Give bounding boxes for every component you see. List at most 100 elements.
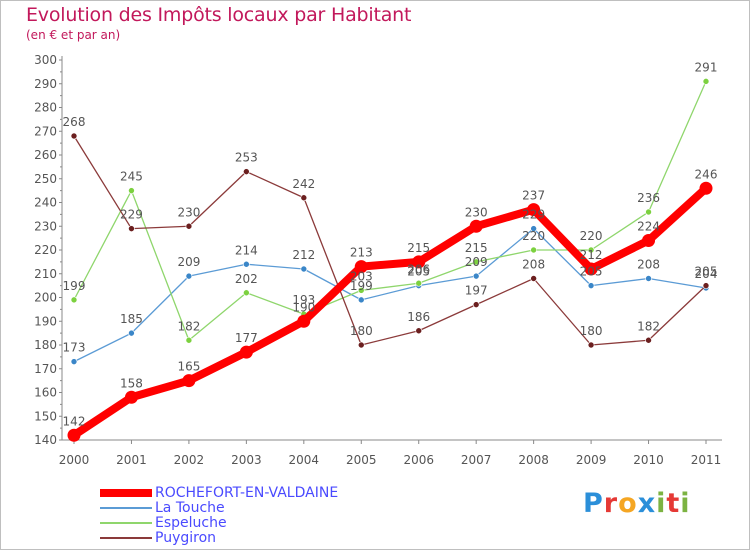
data-label-la-touche: 209 xyxy=(177,255,200,269)
data-label-espeluche: 199 xyxy=(63,279,86,293)
data-point-espeluche xyxy=(472,258,480,266)
data-point-puygiron xyxy=(530,275,537,282)
y-tick-label: 250 xyxy=(34,172,57,186)
y-tick-label: 270 xyxy=(34,124,57,138)
series-line-espeluche xyxy=(73,80,707,341)
logo-letter: i xyxy=(680,488,691,519)
data-label-rochefort-en-valdaine: 246 xyxy=(695,167,718,181)
data-point-puygiron xyxy=(300,194,308,202)
data-label-espeluche: 202 xyxy=(235,272,258,286)
data-label-puygiron: 180 xyxy=(580,324,603,338)
data-label-espeluche: 220 xyxy=(522,229,545,243)
logo-letter: r xyxy=(603,488,619,519)
data-point-puygiron xyxy=(472,301,480,308)
data-point-rochefort-en-valdaine xyxy=(67,428,81,442)
data-point-espeluche xyxy=(70,296,78,304)
x-tick-label: 2011 xyxy=(691,453,722,467)
x-tick-label: 2008 xyxy=(518,453,549,467)
data-label-puygiron: 230 xyxy=(177,205,200,219)
data-point-la-touche xyxy=(300,265,308,273)
data-point-la-touche xyxy=(587,282,595,289)
data-point-la-touche xyxy=(185,272,193,280)
y-tick-label: 280 xyxy=(34,101,57,115)
legend-swatch-rochefort-en-valdaine xyxy=(100,489,152,497)
data-point-rochefort-en-valdaine xyxy=(469,219,483,233)
logo-letter: P xyxy=(583,488,604,519)
data-point-rochefort-en-valdaine xyxy=(239,345,253,359)
data-label-rochefort-en-valdaine: 213 xyxy=(350,246,373,260)
y-tick-label: 210 xyxy=(34,267,57,281)
x-tick-label: 2009 xyxy=(576,453,607,467)
data-point-la-touche xyxy=(645,275,652,282)
data-label-puygiron: 186 xyxy=(407,310,430,324)
data-label-puygiron: 242 xyxy=(292,177,315,191)
data-point-rochefort-en-valdaine xyxy=(699,181,713,195)
data-label-puygiron: 180 xyxy=(350,324,373,338)
data-label-rochefort-en-valdaine: 142 xyxy=(63,414,86,428)
logo-letter: t xyxy=(666,488,681,519)
data-point-puygiron xyxy=(185,222,193,230)
data-point-espeluche xyxy=(530,246,537,254)
data-point-rochefort-en-valdaine xyxy=(297,314,311,328)
x-tick-label: 2010 xyxy=(633,453,664,467)
legend-label-rochefort-en-valdaine: ROCHEFORT-EN-VALDAINE xyxy=(155,485,339,501)
y-tick-label: 140 xyxy=(34,433,57,447)
data-label-la-touche: 214 xyxy=(235,243,258,257)
data-label-espeluche: 236 xyxy=(637,191,660,205)
data-point-rochefort-en-valdaine xyxy=(412,255,426,269)
data-point-espeluche xyxy=(587,246,595,254)
axes: 140 150 160 170 180 190 200 210 220 230 240 250 260 2… xyxy=(34,53,722,467)
data-labels-layer: 142 158 165 177 190 213 215 230 237 212 224 246 173 1… xyxy=(63,60,718,428)
data-point-espeluche xyxy=(128,187,135,194)
y-tick-label: 220 xyxy=(34,243,57,257)
data-label-espeluche: 215 xyxy=(465,241,488,255)
data-label-espeluche: 245 xyxy=(120,170,143,184)
data-label-espeluche: 220 xyxy=(580,229,603,243)
data-label-puygiron: 182 xyxy=(637,319,660,333)
logo-letter: o xyxy=(618,488,638,519)
y-tick-label: 170 xyxy=(34,362,57,376)
data-label-la-touche: 205 xyxy=(407,265,430,279)
data-label-la-touche: 212 xyxy=(292,248,315,262)
data-label-rochefort-en-valdaine: 177 xyxy=(235,331,258,345)
data-point-puygiron xyxy=(357,341,365,349)
data-point-la-touche xyxy=(357,296,365,304)
data-point-puygiron xyxy=(243,168,250,175)
y-tick-label: 300 xyxy=(34,53,57,67)
legend-label-la-touche: La Touche xyxy=(155,500,225,516)
data-label-la-touche: 185 xyxy=(120,312,143,326)
data-label-puygiron: 229 xyxy=(120,208,143,222)
series-layer xyxy=(67,78,713,442)
data-label-espeluche: 203 xyxy=(350,269,373,283)
y-tick-label: 260 xyxy=(34,148,57,162)
legend-swatch-la-touche xyxy=(100,507,152,509)
logo-letter: i xyxy=(656,488,667,519)
series-line-rochefort-en-valdaine xyxy=(70,184,710,440)
data-label-rochefort-en-valdaine: 230 xyxy=(465,205,488,219)
data-label-la-touche: 199 xyxy=(350,279,373,293)
y-tick-label: 200 xyxy=(34,291,57,305)
data-label-la-touche: 208 xyxy=(637,258,660,272)
data-label-rochefort-en-valdaine: 224 xyxy=(637,220,660,234)
data-label-espeluche: 291 xyxy=(695,60,718,74)
data-label-la-touche: 209 xyxy=(465,255,488,269)
data-label-la-touche: 173 xyxy=(63,341,86,355)
legend-label-puygiron: Puygiron xyxy=(155,530,217,546)
data-point-la-touche xyxy=(128,329,135,337)
data-point-la-touche xyxy=(70,358,78,365)
y-tick-label: 190 xyxy=(34,314,57,328)
data-point-rochefort-en-valdaine xyxy=(124,390,138,404)
data-label-rochefort-en-valdaine: 237 xyxy=(522,189,545,203)
data-point-puygiron xyxy=(587,341,595,349)
proxiti-logo: Proxiti xyxy=(583,488,691,519)
x-tick-label: 2003 xyxy=(231,453,262,467)
data-label-espeluche: 182 xyxy=(177,319,200,333)
data-label-puygiron: 197 xyxy=(465,284,488,298)
chart-subtitle: (en € et par an) xyxy=(26,28,121,42)
x-tick-label: 2001 xyxy=(116,453,147,467)
data-point-espeluche xyxy=(645,208,652,216)
y-tick-label: 160 xyxy=(34,386,57,400)
data-label-rochefort-en-valdaine: 215 xyxy=(407,241,430,255)
